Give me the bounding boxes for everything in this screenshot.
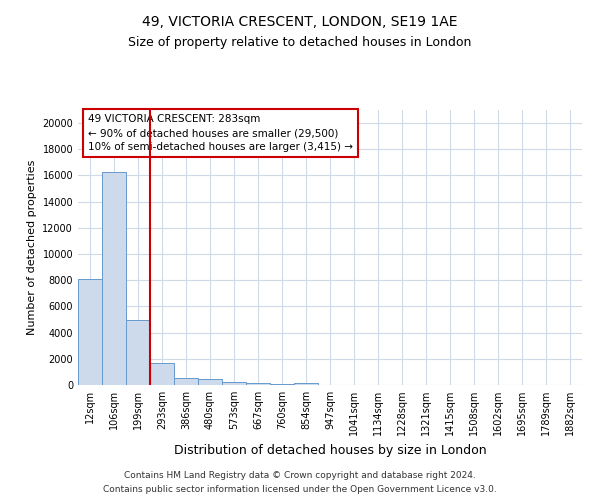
Text: Contains HM Land Registry data © Crown copyright and database right 2024.: Contains HM Land Registry data © Crown c… — [124, 470, 476, 480]
Y-axis label: Number of detached properties: Number of detached properties — [27, 160, 37, 335]
Text: 49, VICTORIA CRESCENT, LONDON, SE19 1AE: 49, VICTORIA CRESCENT, LONDON, SE19 1AE — [142, 16, 458, 30]
Text: Contains public sector information licensed under the Open Government Licence v3: Contains public sector information licen… — [103, 486, 497, 494]
Bar — [126, 320, 150, 385]
Bar — [270, 384, 294, 385]
Bar — [78, 279, 102, 385]
X-axis label: Distribution of detached houses by size in London: Distribution of detached houses by size … — [173, 444, 487, 456]
Bar — [150, 362, 174, 385]
Text: Size of property relative to detached houses in London: Size of property relative to detached ho… — [128, 36, 472, 49]
Bar — [102, 172, 126, 385]
Bar — [222, 382, 246, 385]
Bar — [198, 380, 222, 385]
Bar — [246, 383, 270, 385]
Bar — [294, 384, 318, 385]
Bar — [174, 378, 198, 385]
Text: 49 VICTORIA CRESCENT: 283sqm
← 90% of detached houses are smaller (29,500)
10% o: 49 VICTORIA CRESCENT: 283sqm ← 90% of de… — [88, 114, 353, 152]
